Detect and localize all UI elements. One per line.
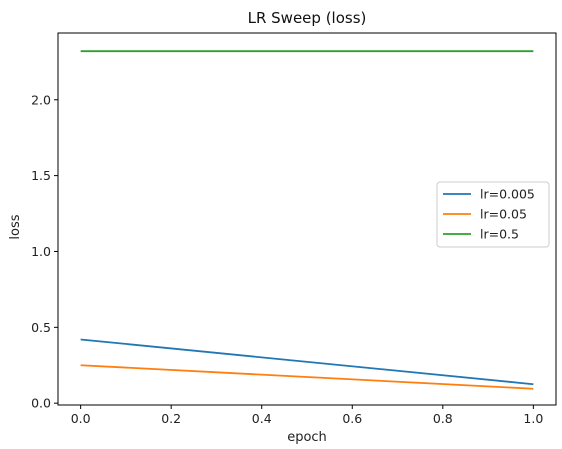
y-tick-label: 2.0 xyxy=(31,92,51,107)
x-axis-label: epoch xyxy=(287,430,327,445)
x-tick-label: 0.4 xyxy=(252,411,272,426)
y-tick-label: 1.0 xyxy=(31,244,51,259)
legend-label: lr=0.005 xyxy=(480,187,535,202)
legend-label: lr=0.05 xyxy=(480,207,527,222)
x-tick-label: 0.2 xyxy=(161,411,181,426)
y-axis-ticks: 0.0 0.5 1.0 1.5 2.0 xyxy=(31,92,58,410)
x-axis-ticks: 0.0 0.2 0.4 0.6 0.8 1.0 xyxy=(71,405,544,426)
chart-title: LR Sweep (loss) xyxy=(248,9,367,27)
x-tick-label: 0.6 xyxy=(342,411,362,426)
x-tick-label: 0.8 xyxy=(433,411,453,426)
legend: lr=0.005 lr=0.05 lr=0.5 xyxy=(437,182,549,247)
y-tick-label: 0.0 xyxy=(31,396,51,411)
legend-label: lr=0.5 xyxy=(480,227,519,242)
x-tick-label: 1.0 xyxy=(523,411,543,426)
x-tick-label: 0.0 xyxy=(71,411,91,426)
y-axis-label: loss xyxy=(8,214,23,239)
y-tick-label: 0.5 xyxy=(31,320,51,335)
y-tick-label: 1.5 xyxy=(31,168,51,183)
